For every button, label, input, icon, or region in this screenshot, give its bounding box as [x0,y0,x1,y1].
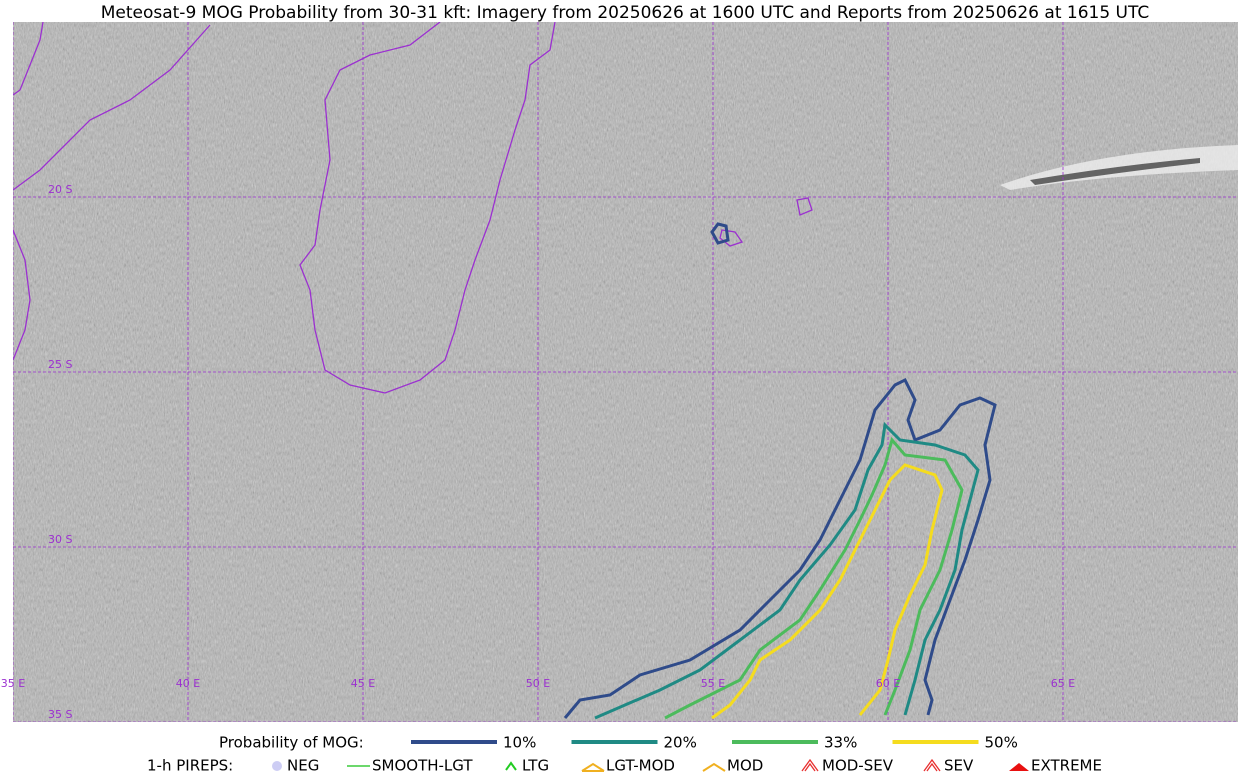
pirep-icon [581,762,605,772]
lon-label: 65 E [1051,677,1075,690]
lat-label: 25 S [48,358,72,371]
mauritius [796,197,813,216]
lon-label: 40 E [176,677,200,690]
pirep-label: NEG [287,757,319,775]
africa-coast [13,229,31,361]
lon-label: 55 E [701,677,725,690]
pirep-label: LGT-MOD [606,757,675,775]
pirep-icon [505,761,517,771]
lon-label: 50 E [526,677,550,690]
reunion [719,229,744,247]
pirep-label: MOD-SEV [822,757,894,775]
legend-label: 10% [503,734,536,752]
legend-label: 20% [664,734,697,752]
contour-50 [711,463,944,720]
madagascar [299,22,556,394]
lon-label: 45 E [351,677,375,690]
map [13,22,1238,722]
lat-label: 35 S [48,708,72,721]
legend-title: 1-h PIREPS: [147,757,233,775]
contour-20 [594,421,980,720]
pirep-label: SMOOTH-LGT [372,757,473,775]
pirep-icon [923,758,941,772]
legend: Probability of MOG: 10% 20% 33% 50% 1-h PIREP… [147,734,1102,775]
pirep-label: SEV [944,757,974,775]
graticule [13,22,1238,722]
africa-coast [13,24,211,191]
pirep-label: EXTREME [1031,757,1102,775]
pirep-icon [702,762,726,772]
pirep-label: LTG [522,757,549,775]
legend-label: 33% [824,734,857,752]
lat-label: 20 S [48,183,72,196]
lon-label: 35 E [1,677,25,690]
coastlines [13,22,813,394]
cloud-shadow [1030,158,1200,185]
pirep-icon [801,758,819,772]
legend-title: Probability of MOG: [219,734,364,752]
contour-33 [664,436,964,720]
contours [563,222,997,720]
pirep-label: MOD [727,757,763,775]
title: Meteosat-9 MOG Probability from 30-31 kf… [101,3,1150,23]
legend-label: 50% [985,734,1018,752]
contour-10 [563,377,997,719]
africa-coast [13,22,44,96]
pirep-icon [272,761,282,771]
pirep-icon [1009,763,1029,771]
lat-label: 30 S [48,533,72,546]
contour-10 [710,222,730,245]
lon-label: 60 E [876,677,900,690]
